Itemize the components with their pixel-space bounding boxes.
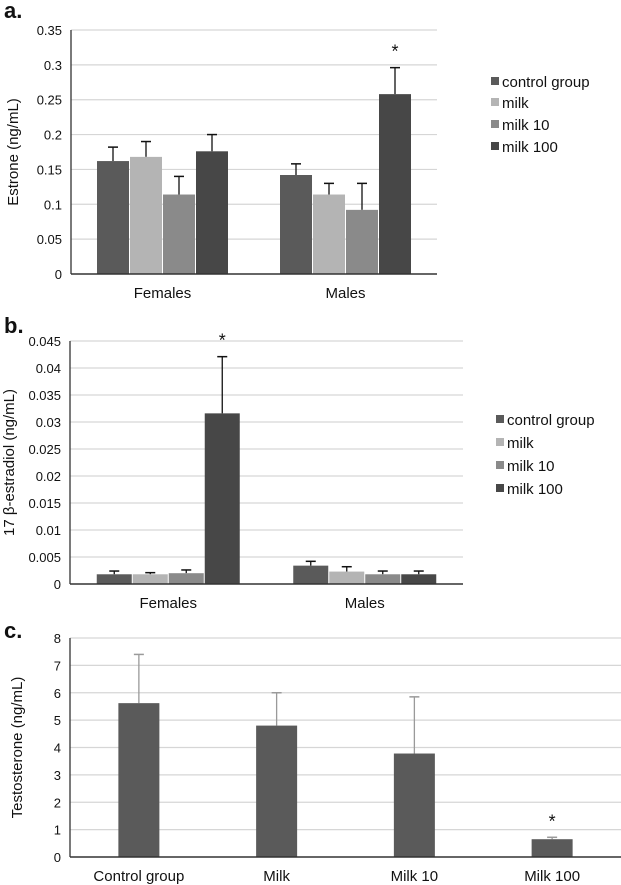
x-category-label: Milk 10 <box>391 868 439 885</box>
y-tick-label: 1 <box>54 823 61 838</box>
bar-control-group <box>280 175 312 274</box>
y-tick-label: 0.025 <box>28 442 61 457</box>
bar-milk-10 <box>168 573 204 584</box>
bar-control-group <box>97 161 129 274</box>
y-tick-label: 0.15 <box>37 162 62 177</box>
y-tick-label: 0.2 <box>44 128 62 143</box>
y-tick-label: 5 <box>54 713 61 728</box>
legend-label: control group <box>502 74 590 91</box>
y-tick-label: 0.05 <box>37 232 62 247</box>
bar-testosterone <box>393 753 435 857</box>
y-axis-label: Estrone (ng/mL) <box>5 98 22 206</box>
bar-milk <box>313 194 345 274</box>
y-tick-label: 0 <box>54 577 61 592</box>
legend-swatch <box>496 438 504 446</box>
y-tick-label: 0 <box>54 850 61 865</box>
y-tick-label: 0.25 <box>37 93 62 108</box>
y-tick-label: 4 <box>54 741 61 756</box>
legend: control group milk milk 10 milk 100 <box>496 412 595 498</box>
significance-asterisk: * <box>219 331 226 351</box>
legend-label: milk <box>502 95 529 112</box>
chart-panel-a: a. 0 0.05 0.1 0.15 0.2 0.25 0.3 0.35 Estrone (ng/… <box>4 0 590 302</box>
legend-label: control group <box>507 412 595 429</box>
y-tick-label: 0.015 <box>28 496 61 511</box>
y-tick-label: 3 <box>54 768 61 783</box>
bar-control-group <box>96 574 132 584</box>
bar-milk-100 <box>196 151 228 274</box>
y-tick-label: 7 <box>54 658 61 673</box>
legend-swatch <box>491 142 499 150</box>
y-tick-label: 0.005 <box>28 550 61 565</box>
y-tick-label: 0.3 <box>44 58 62 73</box>
legend-swatch <box>491 77 499 85</box>
legend-swatch <box>496 415 504 423</box>
bar-milk-10 <box>365 574 401 584</box>
x-category-label: Males <box>325 285 365 302</box>
x-category-label: Males <box>345 595 385 612</box>
legend-swatch <box>491 98 499 106</box>
y-tick-label: 8 <box>54 631 61 646</box>
y-tick-label: 0 <box>55 267 62 282</box>
bar-testosterone <box>256 725 298 857</box>
y-tick-label: 0.02 <box>36 469 61 484</box>
bar-milk-10 <box>346 209 378 274</box>
x-category-label: Milk <box>263 868 290 885</box>
legend-label: milk <box>507 435 534 452</box>
legend-label: milk 10 <box>507 458 555 475</box>
y-tick-label: 0.1 <box>44 197 62 212</box>
legend-label: milk 10 <box>502 117 550 134</box>
legend-label: milk 100 <box>507 481 563 498</box>
panel-label: a. <box>4 0 22 23</box>
panel-label: c. <box>4 618 22 643</box>
bar-milk <box>130 156 162 274</box>
legend-swatch <box>496 484 504 492</box>
legend-swatch <box>496 461 504 469</box>
significance-asterisk: * <box>391 42 398 62</box>
bar-testosterone <box>531 839 573 857</box>
chart-panel-c: c. 0 1 2 3 4 5 6 7 8 Testosterone (ng/mL) Control g… <box>4 618 621 885</box>
x-category-label: Females <box>139 595 197 612</box>
x-category-label: Milk 100 <box>524 868 580 885</box>
y-tick-label: 2 <box>54 795 61 810</box>
y-tick-label: 0.04 <box>36 361 61 376</box>
bar-milk-10 <box>163 194 195 274</box>
x-category-label: Control group <box>93 868 184 885</box>
y-axis-label: Testosterone (ng/mL) <box>9 677 26 819</box>
y-tick-label: 0.035 <box>28 388 61 403</box>
bar-milk-100 <box>379 94 411 274</box>
legend-label: milk 100 <box>502 139 558 156</box>
bar-testosterone <box>118 703 160 857</box>
y-tick-label: 0.01 <box>36 523 61 538</box>
significance-asterisk: * <box>549 811 556 831</box>
panel-label: b. <box>4 313 24 338</box>
y-tick-label: 0.35 <box>37 23 62 38</box>
y-axis-label: 17 β-estradiol (ng/mL) <box>1 389 18 536</box>
legend-swatch <box>491 120 499 128</box>
x-category-label: Females <box>134 285 192 302</box>
legend: control group milk milk 10 milk 100 <box>491 74 590 156</box>
bar-milk <box>132 574 168 584</box>
bar-milk-100 <box>204 413 240 584</box>
bar-milk <box>329 571 365 584</box>
chart-panel-b: b. 0 0.005 0.01 0.015 0.02 0.025 0.03 0.035 0.04 0… <box>1 313 595 612</box>
bar-milk-100 <box>401 574 437 584</box>
bar-control-group <box>293 565 329 584</box>
y-tick-label: 0.03 <box>36 415 61 430</box>
y-tick-label: 6 <box>54 686 61 701</box>
y-tick-label: 0.045 <box>28 334 61 349</box>
